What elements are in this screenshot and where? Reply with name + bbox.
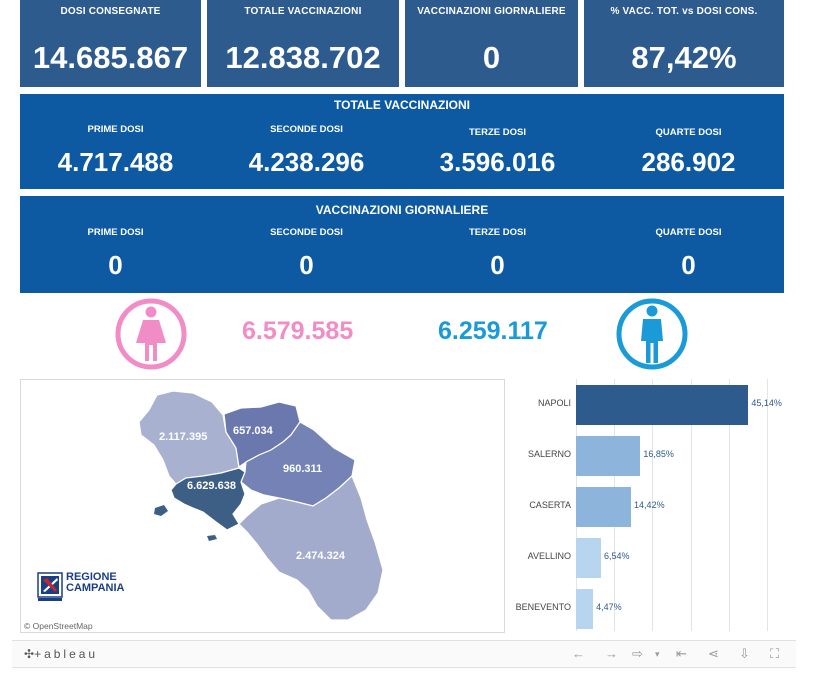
kpi-dosi-consegnate: DOSI CONSEGNATE 14.685.867 (20, 0, 201, 87)
kpi-value: 12.838.702 (225, 40, 381, 75)
panel-title: VACCINAZIONI GIORNALIERE (315, 203, 489, 217)
col-quarte-dosi: QUARTE DOSI 0 (593, 227, 784, 281)
col-value: 0 (681, 250, 696, 280)
chevron-down-icon[interactable]: ▾ (655, 649, 660, 659)
province-bar-chart: NAPOLI 45,14% SALERNO 16,85% CASERTA 14,42% AV… (505, 379, 795, 631)
label-salerno: 2.474.324 (296, 550, 345, 562)
col-label: QUARTE DOSI (655, 227, 722, 238)
province-napoli[interactable] (170, 467, 246, 531)
col-label: PRIME DOSI (87, 124, 144, 135)
col-value: 286.902 (641, 147, 736, 177)
col-prime-dosi: PRIME DOSI 0 (20, 227, 211, 281)
island-capri (207, 535, 217, 541)
kpi-value: 87,42% (631, 40, 737, 75)
bar-category-label: SALERNO (527, 449, 571, 459)
panel-title: TOTALE VACCINAZIONI (334, 98, 470, 112)
col-seconde-dosi: SECONDE DOSI 0 (211, 227, 402, 281)
share-icon[interactable]: ⋖ (708, 646, 719, 661)
gridline (728, 379, 730, 631)
col-terze-dosi: TERZE DOSI 0 (402, 227, 593, 281)
bar-row[interactable]: SALERNO 16,85% (505, 436, 795, 476)
kpi-value: 14.685.867 (32, 40, 189, 75)
map-shapes (138, 390, 384, 621)
bar-row[interactable]: CASERTA 14,42% (505, 487, 795, 527)
col-label: SECONDE DOSI (270, 124, 343, 135)
download-icon[interactable]: ⇩ (739, 646, 750, 661)
kpi-label: TOTALE VACCINAZIONI (244, 6, 362, 17)
kpi-label: VACCINAZIONI GIORNALIERE (417, 6, 566, 17)
female-icon (115, 298, 187, 370)
bar[interactable] (576, 436, 641, 476)
bar-category-label: BENEVENTO (515, 602, 571, 612)
bar-value-label: 14,42% (634, 500, 665, 510)
col-value: 4.717.488 (57, 147, 174, 177)
bar-category-label: AVELLINO (527, 551, 571, 561)
map-attribution: © OpenStreetMap (24, 621, 93, 631)
tableau-logo[interactable]: ✣+ableau (24, 647, 98, 661)
label-napoli: 6.629.638 (187, 480, 236, 492)
gridline (766, 379, 768, 631)
col-value: 0 (299, 250, 314, 280)
vaccinazioni-giornaliere-panel: VACCINAZIONI GIORNALIERE PRIME DOSI 0 SE… (20, 196, 784, 293)
kpi-label: DOSI CONSEGNATE (60, 6, 161, 17)
bar[interactable] (576, 538, 601, 578)
fullscreen-icon[interactable]: ⛶ (770, 646, 780, 661)
col-label: SECONDE DOSI (270, 227, 343, 238)
bar-row[interactable]: NAPOLI 45,14% (505, 385, 795, 425)
bar-value-label: 4,47% (596, 602, 622, 612)
bar-category-label: NAPOLI (537, 398, 571, 408)
male-icon (616, 298, 688, 370)
island-ischia (154, 505, 168, 516)
revert-icon[interactable]: ⇨ (632, 646, 643, 661)
gridline (690, 379, 692, 631)
kpi-percent-vaccinazioni: % VACC. TOT. vs DOSI CONS. 87,42% (584, 0, 784, 87)
label-avellino: 960.311 (283, 463, 323, 475)
male-count: 6.259.117 (438, 317, 548, 345)
col-value: 0 (490, 250, 505, 280)
bar-value-label: 16,85% (643, 449, 674, 459)
col-label: TERZE DOSI (468, 227, 526, 238)
col-label: TERZE DOSI (468, 127, 526, 138)
bar-value-label: 45,14% (751, 398, 782, 408)
col-value: 4.238.296 (248, 147, 365, 177)
tableau-logo-text: +ableau (34, 647, 99, 661)
bar[interactable] (576, 589, 594, 629)
bar[interactable] (576, 385, 749, 425)
regione-campania-logo-icon (37, 572, 63, 601)
gridline (652, 379, 654, 631)
col-quarte-dosi: QUARTE DOSI 286.902 (593, 127, 784, 178)
kpi-totale-vaccinazioni: TOTALE VACCINAZIONI 12.838.702 (207, 0, 399, 87)
col-label: QUARTE DOSI (655, 127, 722, 138)
pause-icon[interactable]: ⇤ (676, 646, 687, 661)
label-caserta: 2.117.395 (159, 431, 208, 443)
bar-row[interactable]: AVELLINO 6,54% (505, 538, 795, 578)
col-terze-dosi: TERZE DOSI 3.596.016 (402, 127, 593, 178)
totale-vaccinazioni-panel: TOTALE VACCINAZIONI PRIME DOSI 4.717.488… (20, 94, 784, 189)
kpi-vaccinazioni-giornaliere: VACCINAZIONI GIORNALIERE 0 (405, 0, 578, 87)
tableau-logo-icon: ✣ (24, 647, 35, 661)
label-benevento: 657.034 (233, 425, 273, 437)
campania-map[interactable]: 2.117.395 657.034 960.311 6.629.638 2.47… (20, 379, 505, 633)
col-label: PRIME DOSI (87, 227, 144, 238)
logo-text-line1: REGIONE (66, 571, 117, 583)
bar-row[interactable]: BENEVENTO 4,47% (505, 589, 795, 629)
col-prime-dosi: PRIME DOSI 4.717.488 (20, 124, 211, 178)
bar-value-label: 6,54% (603, 551, 630, 561)
col-seconde-dosi: SECONDE DOSI 4.238.296 (211, 124, 402, 178)
logo-text-line2: CAMPANIA (66, 582, 125, 594)
kpi-value: 0 (482, 40, 501, 75)
col-value: 0 (108, 250, 123, 280)
bar[interactable] (576, 487, 632, 527)
province-salerno[interactable] (238, 474, 384, 621)
tableau-toolbar: ✣+ableau ← → ⇨ ▾ ⇤ ⋖ ⇩ ⛶ (12, 640, 796, 668)
undo-icon[interactable]: ← (572, 646, 585, 661)
redo-icon[interactable]: → (605, 646, 618, 661)
kpi-label: % VACC. TOT. vs DOSI CONS. (610, 6, 758, 17)
bar-category-label: CASERTA (529, 500, 571, 510)
female-count: 6.579.585 (242, 317, 354, 345)
col-value: 3.596.016 (439, 147, 556, 177)
